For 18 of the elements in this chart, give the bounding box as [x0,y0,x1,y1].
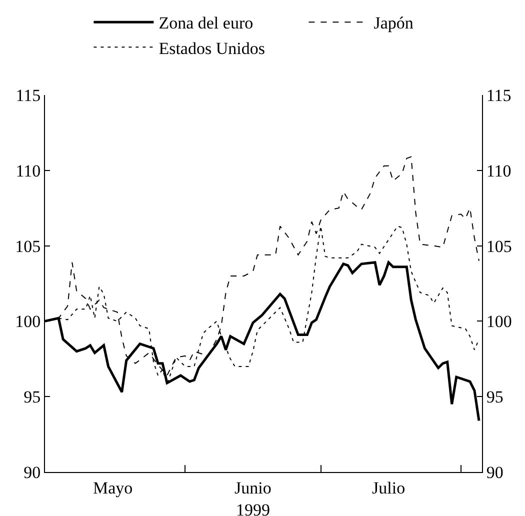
y2-tick-label: 90 [486,462,504,482]
x-tick-label: Junio 1999 [234,478,272,516]
y2-tick-label: 110 [486,161,512,180]
y-tick-label: 105 [15,236,41,256]
y-tick-label: 110 [16,161,41,180]
y-tick-label: 90 [24,462,41,482]
x-tick-label: Julio [372,478,406,498]
legend-label: Estados Unidos [158,38,265,58]
y2-tick-label: 100 [486,312,512,332]
legend-label: Zona del euro [158,14,254,33]
y2-tick-label: 115 [486,86,512,105]
y2-tick-label: 105 [486,236,512,256]
y-tick-label: 100 [15,312,41,332]
y2-tick-label: 95 [486,388,504,407]
x-tick-label: Mayo [92,478,133,498]
y-tick-label: 115 [16,86,41,105]
legend-label: Japón [374,14,414,33]
y-tick-label: 95 [24,388,41,407]
